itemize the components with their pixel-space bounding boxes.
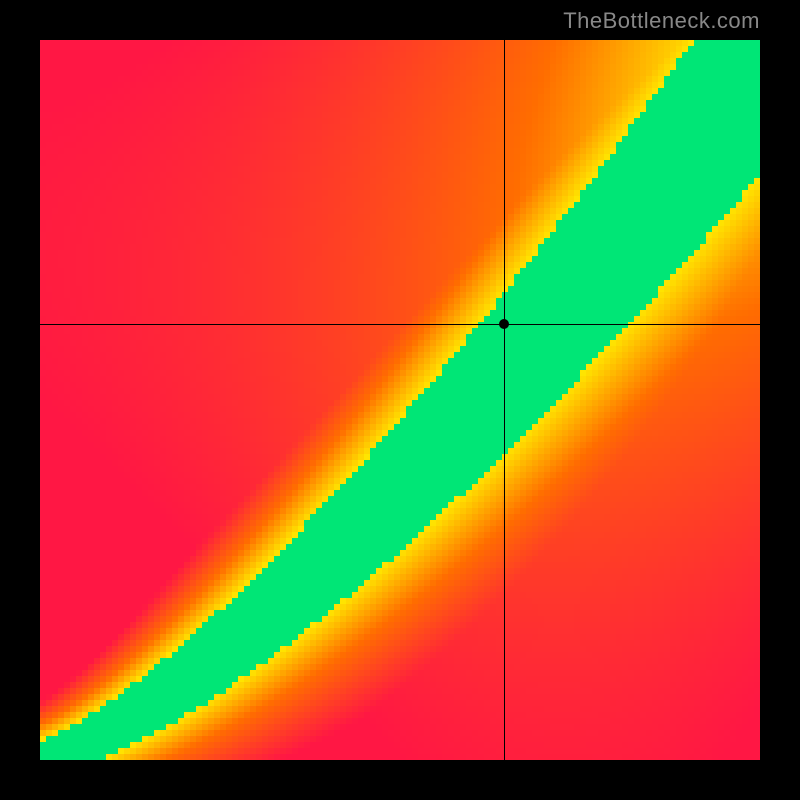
watermark-text: TheBottleneck.com: [563, 8, 760, 34]
plot-area: [40, 40, 760, 760]
crosshair-vertical: [504, 40, 505, 760]
marker-dot: [499, 319, 509, 329]
heatmap-canvas: [40, 40, 760, 760]
crosshair-horizontal: [40, 324, 760, 325]
